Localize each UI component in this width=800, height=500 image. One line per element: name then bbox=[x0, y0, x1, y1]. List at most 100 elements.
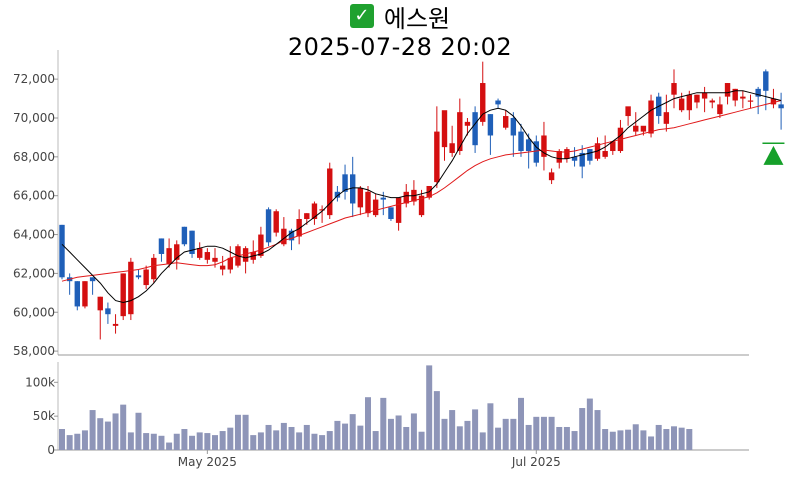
candle-body bbox=[342, 174, 348, 192]
candle-body bbox=[242, 248, 249, 262]
candle bbox=[143, 265, 149, 289]
candle-body bbox=[449, 143, 455, 153]
volume-bar bbox=[671, 426, 677, 450]
candle-body bbox=[694, 94, 700, 103]
candle bbox=[640, 125, 647, 136]
candle bbox=[495, 98, 501, 109]
candle-body bbox=[755, 88, 761, 97]
volume-bar bbox=[181, 429, 188, 450]
candle-body bbox=[640, 125, 647, 132]
price-tick-label: 70,000 bbox=[13, 111, 55, 125]
volume-bar bbox=[472, 409, 479, 450]
volume-tick-label: 50k bbox=[33, 409, 55, 423]
candle bbox=[189, 230, 195, 258]
candle-body bbox=[472, 112, 478, 146]
candle-body bbox=[495, 100, 501, 105]
price-tick-label: 72,000 bbox=[13, 72, 55, 86]
candle bbox=[472, 106, 478, 153]
candle-body bbox=[395, 197, 402, 223]
candle-body bbox=[128, 261, 134, 315]
volume-bar bbox=[257, 432, 264, 450]
volume-bar bbox=[617, 430, 624, 450]
candle bbox=[151, 253, 157, 284]
candle-body bbox=[97, 296, 103, 311]
candle-body bbox=[388, 207, 394, 220]
candle bbox=[219, 255, 226, 276]
candle bbox=[120, 273, 126, 321]
ma-short-line bbox=[61, 90, 782, 304]
candle-body bbox=[587, 149, 593, 161]
candle-body bbox=[135, 275, 142, 278]
candle-body bbox=[747, 100, 754, 102]
candle-body bbox=[648, 100, 654, 134]
candle-body bbox=[189, 230, 195, 254]
candle-body bbox=[717, 104, 723, 115]
candle bbox=[74, 281, 80, 311]
candle bbox=[747, 94, 754, 109]
volume-bar bbox=[242, 414, 249, 450]
candle bbox=[197, 242, 203, 260]
candle-body bbox=[227, 257, 233, 270]
candle bbox=[281, 217, 287, 247]
candle bbox=[610, 141, 616, 155]
candle-body bbox=[365, 191, 371, 214]
candle-body bbox=[151, 257, 157, 280]
candle bbox=[372, 193, 379, 218]
candle-body bbox=[434, 131, 440, 183]
candle bbox=[525, 133, 532, 169]
candle bbox=[778, 92, 784, 130]
candle bbox=[89, 277, 96, 295]
candle bbox=[717, 96, 723, 118]
candle-body bbox=[740, 96, 746, 99]
candle-body bbox=[732, 88, 738, 101]
volume-bar bbox=[234, 414, 241, 450]
candle-body bbox=[579, 152, 585, 167]
candle bbox=[487, 114, 494, 155]
candle-body bbox=[158, 238, 165, 254]
candle-body bbox=[480, 83, 486, 122]
candle-body bbox=[166, 248, 172, 264]
candle-body bbox=[143, 269, 149, 286]
candle-body bbox=[548, 172, 555, 181]
candle bbox=[732, 88, 738, 107]
candle bbox=[105, 302, 111, 324]
check-mark-icon: ✓ bbox=[349, 4, 374, 28]
candle-body bbox=[701, 92, 708, 99]
volume-bar bbox=[678, 427, 685, 450]
candle-body bbox=[334, 191, 341, 198]
candle bbox=[678, 92, 685, 113]
candle-body bbox=[120, 273, 126, 317]
candle bbox=[503, 110, 509, 130]
volume-bar bbox=[380, 397, 387, 450]
candle-body bbox=[258, 234, 264, 256]
candle bbox=[633, 112, 639, 136]
candle bbox=[464, 117, 471, 136]
volume-bar bbox=[632, 424, 639, 450]
candle-body bbox=[556, 151, 562, 163]
candle bbox=[763, 69, 769, 111]
candle bbox=[204, 248, 211, 264]
volume-bar bbox=[372, 431, 379, 450]
candle-body bbox=[311, 203, 318, 220]
candle-body bbox=[464, 121, 471, 126]
candle-body bbox=[319, 209, 325, 211]
candle bbox=[395, 197, 402, 231]
volume-bar bbox=[387, 418, 394, 450]
candle-body bbox=[625, 106, 631, 117]
volume-bar bbox=[579, 408, 586, 450]
volume-bar bbox=[166, 442, 173, 450]
candle-body bbox=[212, 257, 218, 262]
volume-bar bbox=[464, 420, 471, 450]
candle-body bbox=[181, 226, 188, 245]
volume-bar bbox=[265, 424, 272, 450]
candle bbox=[242, 246, 249, 274]
candle-body bbox=[372, 199, 379, 216]
candle-body bbox=[602, 151, 608, 157]
volume-bar bbox=[120, 404, 127, 450]
volume-bar bbox=[365, 397, 371, 450]
volume-bar bbox=[418, 431, 425, 450]
candle bbox=[694, 94, 700, 109]
volume-bar bbox=[349, 414, 356, 450]
volume-bar bbox=[135, 412, 142, 450]
volume-bar bbox=[127, 432, 134, 450]
